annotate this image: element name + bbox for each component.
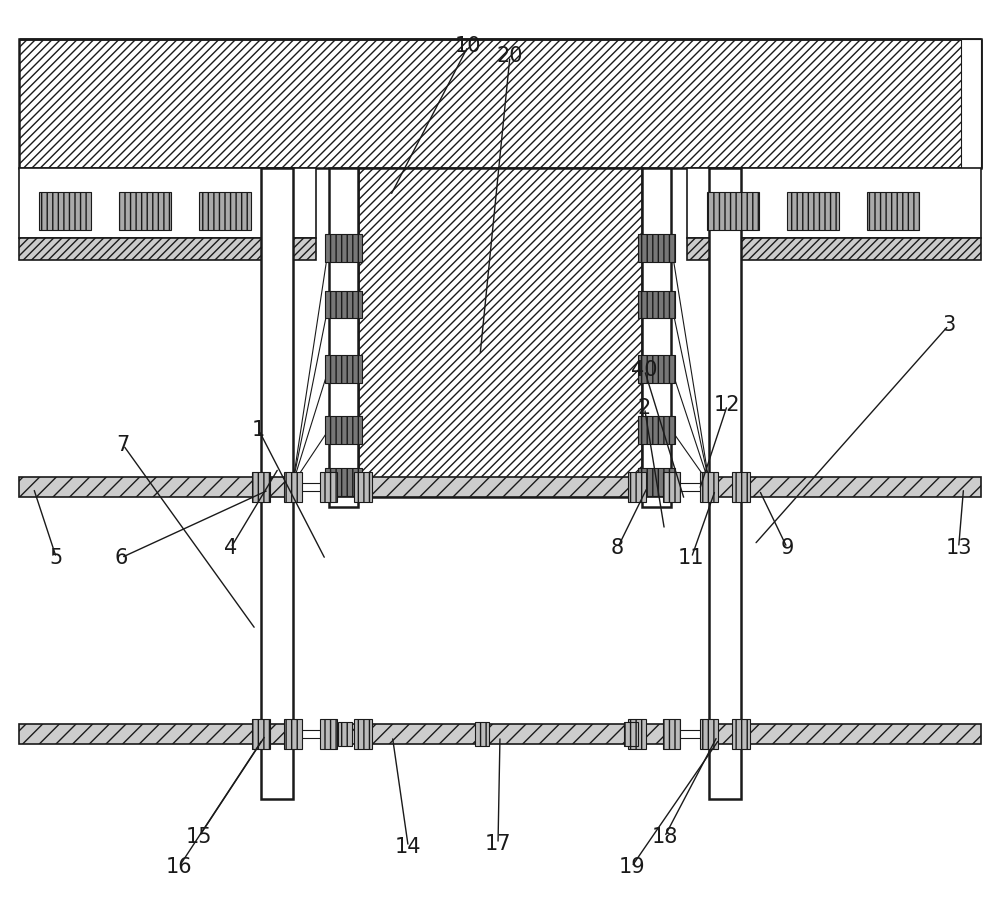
Text: 3: 3 [942,315,955,336]
Bar [295,723,327,746]
Bar [199,192,251,229]
Bar [732,472,750,502]
Bar [638,234,675,261]
Text: 7: 7 [117,435,130,455]
Bar [638,355,675,383]
Bar [638,468,675,496]
Bar [19,724,981,744]
Bar [961,39,981,168]
Bar [325,416,362,444]
Text: 1: 1 [252,420,265,440]
Text: 2: 2 [638,398,651,418]
Bar [732,719,750,749]
Bar [638,416,675,444]
Bar [19,39,981,168]
Bar [687,168,981,238]
Bar [358,168,642,497]
Bar [475,723,489,746]
Text: 4: 4 [224,537,237,558]
Bar [252,472,270,502]
Text: 8: 8 [611,537,624,558]
Bar [354,719,372,749]
Bar [638,291,675,318]
Bar [320,719,337,749]
Bar [673,475,707,499]
Bar [19,477,981,497]
Bar [325,234,362,261]
Bar [119,192,171,229]
Bar [252,719,270,749]
Text: 40: 40 [631,360,658,381]
Bar [354,472,372,502]
Text: 16: 16 [166,856,192,877]
Text: 17: 17 [485,834,511,854]
Bar [663,719,680,749]
Text: 15: 15 [186,827,212,847]
Text: 12: 12 [714,395,741,415]
Text: 11: 11 [678,547,705,568]
Text: 14: 14 [395,837,422,856]
Bar [338,723,352,746]
Bar [867,192,919,229]
Bar [673,723,707,746]
Bar [707,192,759,229]
Text: 13: 13 [945,537,972,558]
Bar [39,192,91,229]
Bar [642,168,671,507]
Text: 6: 6 [114,547,128,568]
Text: 10: 10 [455,37,481,56]
Bar [261,168,293,799]
Bar [325,355,362,383]
Bar [787,192,839,229]
Bar [325,468,362,496]
Text: 19: 19 [618,856,645,877]
Text: 9: 9 [780,537,794,558]
Bar [329,168,358,507]
Bar [709,168,741,799]
Bar [284,719,302,749]
Bar [325,291,362,318]
Bar [320,472,337,502]
Bar [19,238,316,260]
Bar [700,472,718,502]
Text: 18: 18 [651,827,678,847]
Text: 5: 5 [50,547,63,568]
Bar [687,238,981,260]
Text: 20: 20 [497,46,523,66]
Bar [19,168,316,238]
Bar [295,475,327,499]
Bar [700,719,718,749]
Bar [284,472,302,502]
Bar [663,472,680,502]
Bar [628,719,646,749]
Bar [628,472,646,502]
Bar [624,723,638,746]
